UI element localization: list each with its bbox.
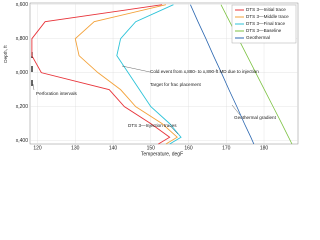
y-tick-label: x,600: [16, 2, 28, 8]
annotation: Geothermal gradient: [234, 115, 277, 120]
annotation-line: [231, 104, 241, 116]
series-line: [116, 4, 182, 145]
series-line: [31, 4, 171, 145]
series-line: [190, 4, 255, 145]
annotation: Perforation intervals: [36, 91, 78, 96]
legend-label: DTS 3—Final trace: [246, 21, 286, 26]
legend-label: DTS 3—Middle trace: [246, 14, 289, 19]
x-tick-label: 130: [71, 145, 80, 151]
annotation: DTS 3—Injection traces: [128, 123, 177, 128]
legend-label: DTS 3—Baseline: [246, 28, 282, 33]
y-tick-label: x,800: [16, 36, 28, 42]
series-line: [74, 4, 178, 145]
x-tick-label: 140: [109, 145, 118, 151]
annotation-line: [169, 125, 179, 135]
y-axis-label: Depth, ft: [3, 45, 8, 63]
x-axis-label: Temperature, degF: [141, 151, 183, 157]
plot-frame: [29, 2, 299, 145]
chart: Depth, ft Temperature, degF 120 130 140 150…: [3, 2, 299, 157]
x-tick-label: 170: [222, 145, 231, 151]
y-tick-label: x,200: [16, 104, 28, 110]
y-tick-label: x,400: [16, 138, 28, 144]
x-tick-label: 150: [147, 145, 156, 151]
page: {"chart_data": { "type": "line", "x_labe…: [3, 2, 299, 158]
y-tick-label: x,000: [16, 70, 28, 76]
annotation-line: [32, 83, 35, 91]
legend-label: Geothermal: [246, 35, 270, 40]
annotation-line: [121, 65, 151, 73]
x-tick-label: 180: [260, 145, 269, 151]
x-tick-label: 160: [184, 145, 193, 151]
x-tick-label: 120: [33, 145, 42, 151]
annotation: Target for frac placement: [150, 82, 202, 87]
annotation: Cold event from x,880- to x,890-ft MD du…: [150, 69, 259, 74]
legend-label: DTS 3—Initial trace: [246, 7, 286, 12]
